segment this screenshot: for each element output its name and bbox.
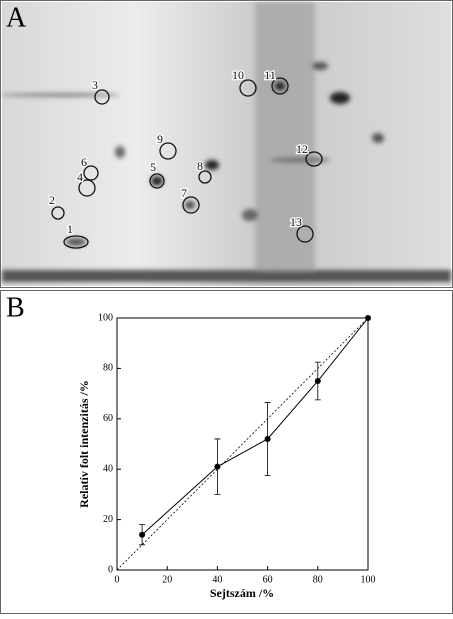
spot-circle: [271, 77, 289, 95]
spot-circle: [149, 173, 165, 189]
spot-circle: [296, 225, 314, 243]
data-point: [264, 435, 271, 442]
spot-circle: [198, 170, 212, 184]
spot-circle: [83, 165, 99, 181]
spot-circle: [159, 142, 177, 160]
spot-circle: [94, 89, 110, 105]
spot-label: 5: [150, 160, 156, 174]
spot-circle: [182, 196, 200, 214]
x-tick-label: 40: [212, 574, 222, 585]
panel-b-frame: [0, 290, 453, 614]
spot-label: 9: [157, 132, 163, 146]
data-point: [139, 531, 146, 538]
spot-label: 7: [181, 186, 187, 200]
y-tick-label: 100: [98, 312, 113, 323]
x-tick-label: 80: [313, 574, 323, 585]
spot-circle: [305, 151, 323, 167]
spot-label: 8: [197, 159, 203, 173]
x-tick-label: 100: [361, 574, 376, 585]
y-tick-label: 40: [103, 463, 113, 474]
data-point: [314, 378, 321, 384]
spot-circle: [51, 206, 65, 220]
spot-circle: [239, 79, 257, 97]
spot-label: 2: [49, 193, 55, 207]
y-tick-label: 60: [103, 413, 113, 424]
spot-label: 13: [290, 215, 302, 229]
panel-label: A: [6, 2, 27, 33]
spot-label: 10: [232, 68, 244, 82]
x-tick-label: 0: [115, 574, 120, 585]
y-tick-label: 80: [103, 363, 113, 374]
x-axis-label: Sejtszám /%: [210, 586, 274, 600]
spot-label: 1: [67, 222, 73, 236]
spot-circle: [63, 235, 89, 249]
data-point: [365, 315, 371, 321]
panel-label: B: [6, 292, 25, 323]
spot-label: 11: [264, 68, 276, 82]
spot-circle: [78, 179, 96, 197]
x-tick-label: 20: [162, 574, 172, 585]
y-tick-label: 20: [103, 514, 113, 525]
data-point: [214, 463, 221, 470]
gel-spots: [0, 2, 451, 282]
spot-label: 6: [81, 155, 87, 169]
spot-label: 3: [92, 78, 98, 92]
reference-line: [116, 317, 369, 571]
x-tick-label: 60: [263, 574, 273, 585]
plot-frame: [116, 317, 369, 571]
y-tick-label: 0: [108, 564, 113, 575]
y-axis-label: Relatív folt intenzitás /%: [77, 380, 91, 508]
spot-label: 4: [77, 170, 83, 184]
spot-label: 12: [296, 142, 308, 156]
